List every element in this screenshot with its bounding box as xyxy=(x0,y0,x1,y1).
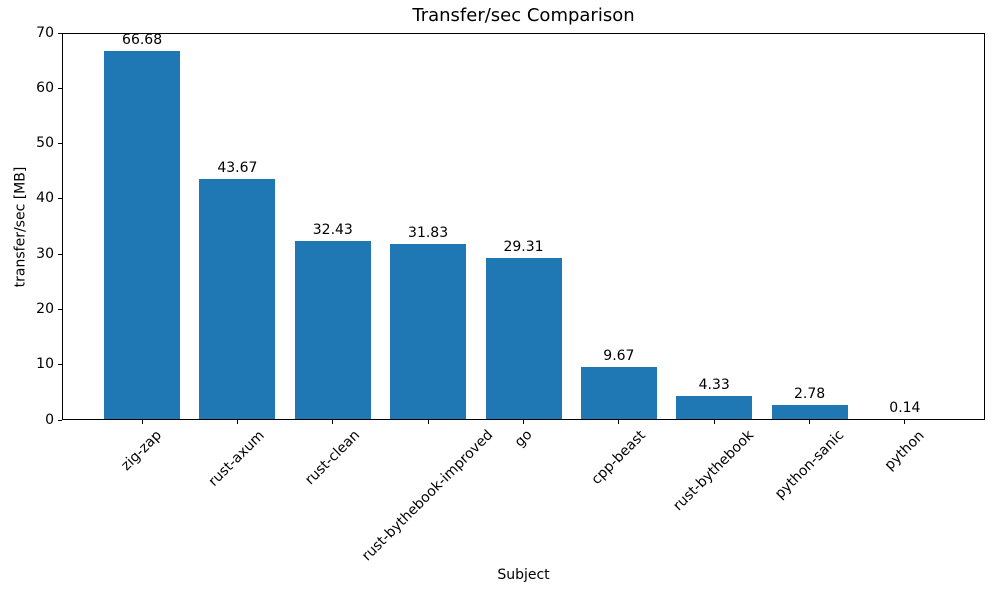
y-tick-mark xyxy=(58,87,62,89)
y-tick-mark xyxy=(58,143,62,145)
y-tick-label: 0 xyxy=(45,411,54,428)
bar-python-sanic xyxy=(771,404,848,420)
x-tick-label: rust-clean xyxy=(301,427,363,489)
x-tick-label: rust-bythebook-improved xyxy=(359,427,497,565)
y-tick-label: 20 xyxy=(36,300,54,317)
bar-value-label: 4.33 xyxy=(698,377,730,394)
x-tick-label: go xyxy=(511,427,535,451)
x-tick-mark xyxy=(523,420,524,424)
x-axis-label: Subject xyxy=(497,567,550,583)
y-tick-mark xyxy=(58,198,62,200)
y-tick-label: 50 xyxy=(36,135,54,152)
bar-value-label: 2.78 xyxy=(794,385,826,402)
y-tick-mark xyxy=(58,364,62,366)
x-tick-mark xyxy=(427,420,429,424)
y-tick-mark xyxy=(58,32,62,34)
x-tick-label: zig-zap xyxy=(118,427,166,474)
bar-rust-clean xyxy=(294,240,371,420)
bar-cpp-beast xyxy=(580,366,657,420)
bar-value-label: 29.31 xyxy=(503,239,544,255)
bar-value-label: 43.67 xyxy=(217,159,258,176)
x-tick-label: python xyxy=(881,427,928,474)
y-tick-label: 40 xyxy=(36,190,54,207)
y-tick-label: 10 xyxy=(36,356,54,373)
bar-value-label: 31.83 xyxy=(408,225,449,241)
x-tick-mark xyxy=(904,420,906,424)
y-tick-mark xyxy=(58,308,62,310)
bar-go xyxy=(485,258,562,420)
bar-rust-bythebook-improved xyxy=(390,244,467,420)
x-tick-mark xyxy=(809,420,811,424)
y-axis-label: transfer/sec [MB] xyxy=(12,166,29,288)
bar-zig-zap xyxy=(104,51,181,420)
bar-value-label: 66.68 xyxy=(122,32,163,49)
bar-rust-bythebook xyxy=(676,396,753,420)
x-tick-mark xyxy=(332,420,334,424)
x-tick-mark xyxy=(141,420,143,424)
x-tick-label: rust-bythebook xyxy=(670,427,758,515)
x-tick-label: cpp-beast xyxy=(588,427,649,488)
bar-rust-axum xyxy=(199,178,276,420)
chart-title: Transfer/sec Comparison xyxy=(412,5,635,26)
bar-value-label: 9.67 xyxy=(603,347,635,364)
bar-value-label: 0.14 xyxy=(889,400,921,417)
x-tick-mark xyxy=(713,420,715,424)
bar-value-label: 32.43 xyxy=(312,221,353,238)
x-tick-mark xyxy=(236,420,238,424)
y-tick-mark xyxy=(58,419,62,421)
x-tick-label: rust-axum xyxy=(205,427,269,490)
y-tick-label: 70 xyxy=(36,24,54,41)
y-tick-label: 30 xyxy=(36,245,54,262)
x-tick-label: python-sanic xyxy=(771,427,847,503)
y-tick-mark xyxy=(58,253,62,255)
x-tick-mark xyxy=(618,420,620,424)
y-tick-label: 60 xyxy=(36,79,54,96)
